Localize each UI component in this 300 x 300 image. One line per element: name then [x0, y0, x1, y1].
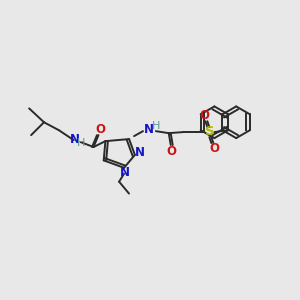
- Text: O: O: [200, 109, 209, 122]
- Text: O: O: [167, 146, 177, 158]
- Text: S: S: [205, 125, 214, 138]
- Text: N: N: [120, 166, 130, 179]
- Text: N: N: [144, 123, 154, 136]
- Text: O: O: [209, 142, 219, 155]
- Text: O: O: [95, 123, 106, 136]
- Text: N: N: [70, 133, 80, 146]
- Text: N: N: [135, 146, 145, 159]
- Text: H: H: [76, 138, 85, 148]
- Text: H: H: [152, 121, 160, 131]
